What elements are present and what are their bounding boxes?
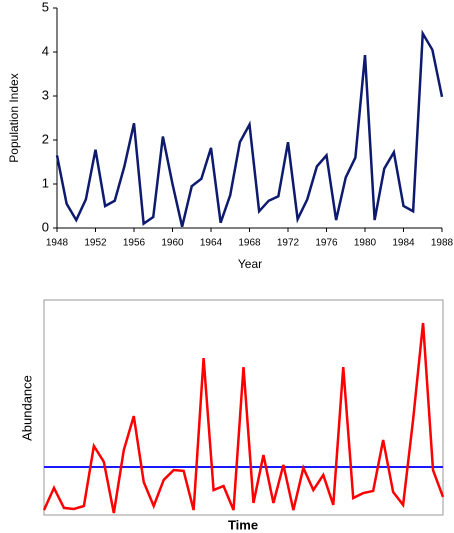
x-tick-label: 1988: [431, 238, 454, 249]
x-tick-label: 1976: [315, 238, 338, 249]
x-tick-label: 1980: [354, 238, 377, 249]
plot-frame: [43, 299, 444, 516]
x-axis-title: Year: [238, 257, 262, 271]
y-axis-title: Abundance: [19, 375, 34, 441]
y-axis-title: Population Index: [7, 73, 21, 162]
y-tick-label: 1: [42, 175, 49, 190]
x-tick-label: 1948: [46, 238, 69, 249]
x-tick-label: 1960: [161, 238, 184, 249]
y-tick-label: 0: [42, 219, 49, 234]
x-tick-label: 1964: [200, 238, 223, 249]
x-tick-label: 1956: [123, 238, 146, 249]
y-tick-label: 4: [42, 43, 49, 58]
x-tick-label: 1972: [277, 238, 300, 249]
y-tick-label: 5: [42, 0, 49, 14]
data-line: [42, 322, 445, 514]
x-tick-label: 1984: [392, 238, 415, 249]
y-tick-label: 3: [42, 87, 49, 102]
x-tick-label: 1952: [84, 238, 107, 249]
x-tick-label: 1968: [238, 238, 261, 249]
x-axis-title: Time: [228, 517, 258, 532]
data-line: [55, 29, 444, 227]
y-tick-label: 2: [42, 131, 49, 146]
